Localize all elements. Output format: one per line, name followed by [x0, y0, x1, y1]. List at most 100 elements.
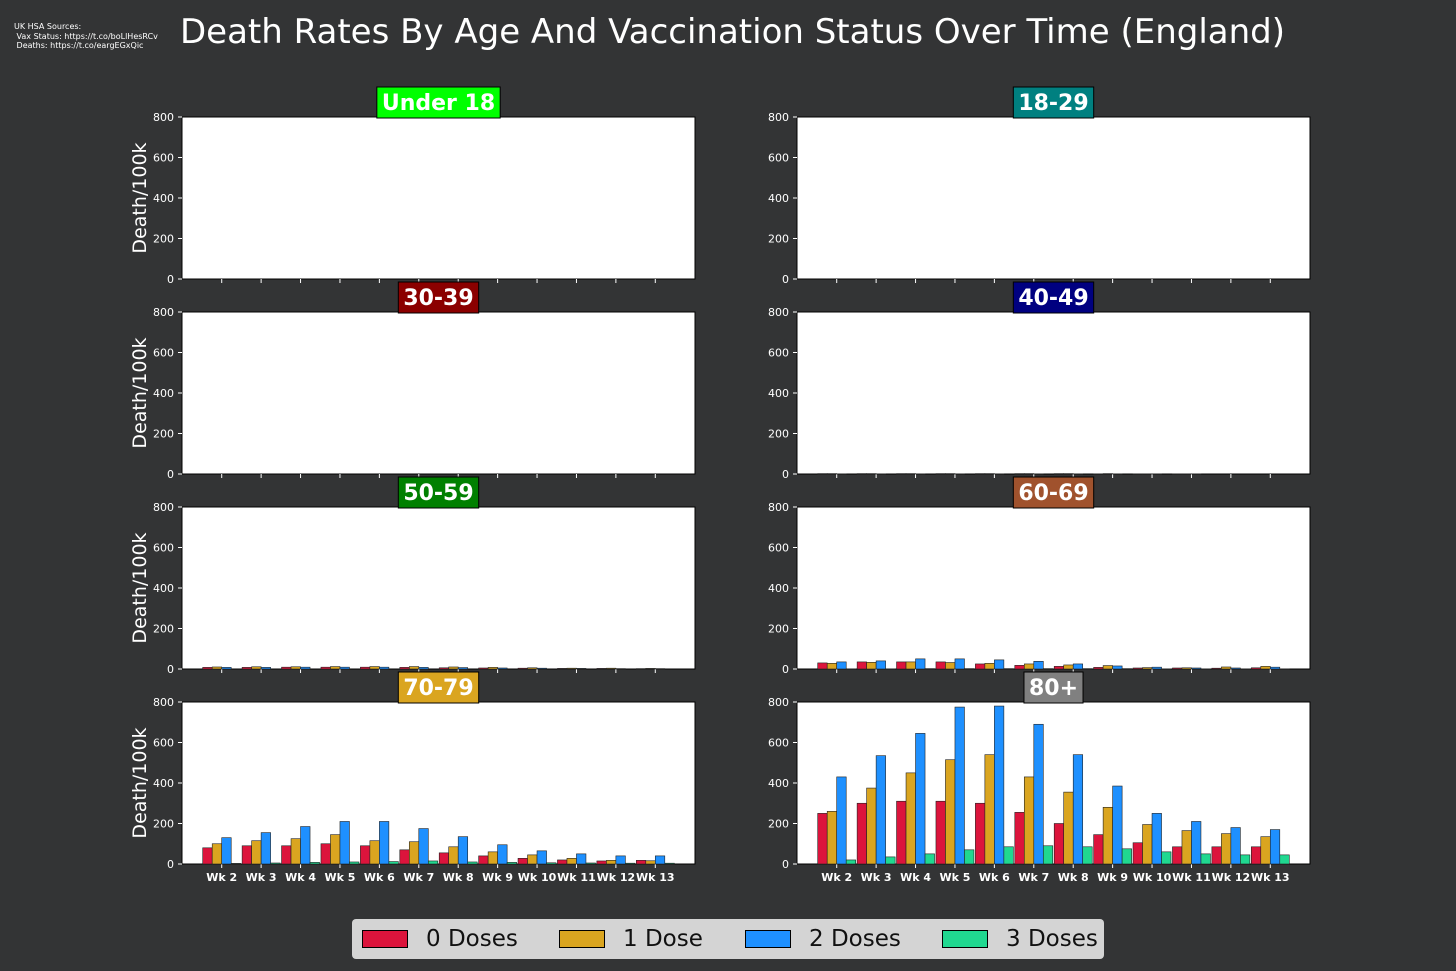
panel-title-under-18: Under 18 — [376, 86, 501, 119]
bar-70-79-wk-12-3-doses — [625, 862, 636, 865]
bar-70-79-wk-3-2-doses — [260, 832, 271, 865]
bar-60-69-wk-5-1-dose — [945, 662, 956, 670]
bar-50-59-wk-2-2-doses — [221, 667, 232, 670]
bar-80plus-wk-8-2-doses — [1072, 754, 1084, 865]
x-tick-label-80plus-wk-7: Wk 7 — [1018, 871, 1049, 884]
bar-60-69-wk-6-1-dose — [984, 663, 995, 670]
y-tick-label-under-18-600: 600 — [153, 152, 174, 165]
bar-80plus-wk-10-2-doses — [1151, 813, 1162, 865]
bar-80plus-wk-6-1-dose — [984, 754, 995, 865]
legend-label-2-doses: 2 Doses — [809, 926, 901, 952]
bar-70-79-wk-13-0-doses — [635, 860, 647, 865]
bar-80plus-wk-13-1-dose — [1260, 836, 1271, 865]
bar-70-79-wk-7-1-dose — [408, 841, 420, 865]
bar-80plus-wk-7-3-doses — [1042, 845, 1054, 865]
y-tick-label-60-69-800: 800 — [768, 501, 789, 514]
bar-80plus-wk-4-1-dose — [905, 772, 916, 865]
bar-80plus-wk-9-0-doses — [1093, 834, 1104, 865]
legend-swatch-2-doses — [745, 930, 791, 948]
x-tick-label-70-79-wk-13: Wk 13 — [636, 871, 675, 884]
bar-50-59-wk-4-1-dose — [290, 666, 301, 670]
panel-title-badge-under-18 — [376, 86, 501, 119]
bar-80plus-wk-7-0-doses — [1014, 812, 1025, 865]
bar-80plus-wk-11-3-doses — [1200, 853, 1211, 865]
y-axis-label-30-39: Death/100k — [129, 337, 151, 448]
y-tick-label-80plus-400: 400 — [768, 777, 789, 790]
bar-70-79-wk-6-2-doses — [379, 821, 390, 865]
legend-item-1-dose: 1 Dose — [559, 919, 703, 959]
bar-60-69-wk-13-1-dose — [1260, 666, 1271, 670]
x-tick-label-70-79-wk-6: Wk 6 — [364, 871, 395, 884]
panel-title-badge-50-59 — [397, 476, 480, 509]
bar-60-69-wk-3-1-dose — [866, 662, 877, 670]
y-tick-label-18-29-600: 600 — [768, 152, 789, 165]
y-tick-label-80plus-0: 0 — [782, 858, 789, 871]
bar-60-69-wk-4-1-dose — [905, 661, 916, 670]
panel-80plus: 0 200 400 600 800 Wk 2 Wk 3 Wk 4 Wk 5 Wk 6 Wk 7 Wk … — [768, 671, 1311, 884]
bar-60-69-wk-4-2-doses — [915, 658, 926, 670]
bar-70-79-wk-2-3-doses — [230, 863, 242, 865]
panel-70-79: 0 200 400 600 800 Death/100k Wk 2 Wk 3 Wk 4 Wk 5 W… — [129, 671, 696, 884]
bar-80plus-wk-13-0-doses — [1250, 846, 1262, 865]
sources-deaths-link[interactable]: Deaths: https://t.co/eargEGxQic — [14, 41, 144, 50]
panel-title-text-70-79: 70-79 — [403, 676, 473, 701]
bar-60-69-wk-8-2-doses — [1072, 663, 1084, 670]
bar-60-69-wk-6-2-doses — [994, 659, 1005, 670]
x-tick-label-80plus-wk-5: Wk 5 — [939, 871, 970, 884]
y-tick-label-80plus-800: 800 — [768, 696, 789, 709]
bar-50-59-wk-3-2-doses — [260, 667, 271, 670]
bar-50-59-wk-6-1-dose — [369, 666, 380, 670]
bar-70-79-wk-6-1-dose — [369, 840, 380, 865]
bar-80plus-wk-5-1-dose — [945, 759, 956, 865]
bar-70-79-wk-2-0-doses — [202, 847, 213, 865]
sources-vax-link[interactable]: Vax Status: https://t.co/boLlHesRCv — [14, 31, 158, 41]
bar-50-59-wk-5-1-dose — [330, 666, 341, 670]
panel-title-badge-18-29 — [1012, 86, 1095, 119]
bar-60-69-wk-13-0-doses — [1250, 667, 1262, 670]
bar-60-69-wk-2-1-dose — [826, 663, 838, 670]
y-tick-label-under-18-0: 0 — [167, 273, 174, 286]
y-tick-label-18-29-0: 0 — [782, 273, 789, 286]
bar-70-79-wk-10-3-doses — [546, 862, 557, 865]
bar-70-79-wk-9-3-doses — [506, 862, 517, 865]
panel-title-50-59: 50-59 — [397, 476, 480, 509]
bar-70-79-wk-12-2-doses — [615, 855, 626, 865]
y-tick-label-60-69-400: 400 — [768, 582, 789, 595]
x-tick-label-80plus-wk-2: Wk 2 — [821, 871, 852, 884]
x-tick-label-70-79-wk-11: Wk 11 — [557, 871, 596, 884]
plot-area-40-49 — [796, 311, 1311, 475]
y-tick-label-70-79-200: 200 — [153, 818, 174, 831]
bar-70-79-wk-5-2-doses — [339, 821, 350, 865]
bar-70-79-wk-8-2-doses — [457, 836, 469, 865]
y-axis-label-under-18: Death/100k — [129, 142, 151, 253]
bar-60-69-wk-9-1-dose — [1102, 665, 1113, 670]
bar-70-79-wk-11-2-doses — [576, 853, 587, 865]
y-tick-label-70-79-600: 600 — [153, 737, 174, 750]
y-tick-label-30-39-400: 400 — [153, 387, 174, 400]
bar-70-79-wk-9-2-doses — [497, 844, 508, 865]
panel-title-badge-60-69 — [1012, 476, 1095, 509]
bar-60-69-wk-11-0-doses — [1172, 667, 1183, 670]
bar-60-69-wk-3-0-doses — [856, 661, 867, 670]
bar-70-79-wk-10-2-doses — [536, 850, 547, 865]
x-tick-label-80plus-wk-12: Wk 12 — [1212, 871, 1251, 884]
main-title: Death Rates By Age And Vaccination Statu… — [180, 12, 1286, 52]
legend-label-0-doses: 0 Doses — [426, 926, 518, 952]
bar-70-79-wk-7-3-doses — [427, 860, 439, 865]
bar-60-69-wk-5-0-doses — [935, 661, 946, 670]
bar-50-59-wk-5-2-doses — [339, 666, 350, 670]
y-tick-label-40-49-0: 0 — [782, 468, 789, 481]
bar-60-69-wk-4-0-doses — [896, 661, 907, 670]
bar-70-79-wk-12-1-dose — [606, 860, 617, 865]
panel-under-18: 0 200 400 600 800 Death/100k Under 18 — [129, 86, 696, 286]
bar-70-79-wk-6-0-doses — [360, 845, 371, 865]
bar-50-59-wk-9-1-dose — [487, 667, 498, 670]
bar-60-69-wk-12-1-dose — [1221, 666, 1232, 670]
bar-70-79-wk-10-1-dose — [527, 854, 538, 865]
bar-60-69-wk-7-1-dose — [1023, 663, 1035, 670]
bar-50-59-wk-7-1-dose — [408, 666, 420, 670]
bar-70-79-wk-4-1-dose — [290, 838, 301, 865]
bar-80plus-wk-8-3-doses — [1082, 846, 1093, 865]
x-tick-label-80plus-wk-10: Wk 10 — [1133, 871, 1172, 884]
legend-swatch-0-doses — [362, 930, 408, 948]
